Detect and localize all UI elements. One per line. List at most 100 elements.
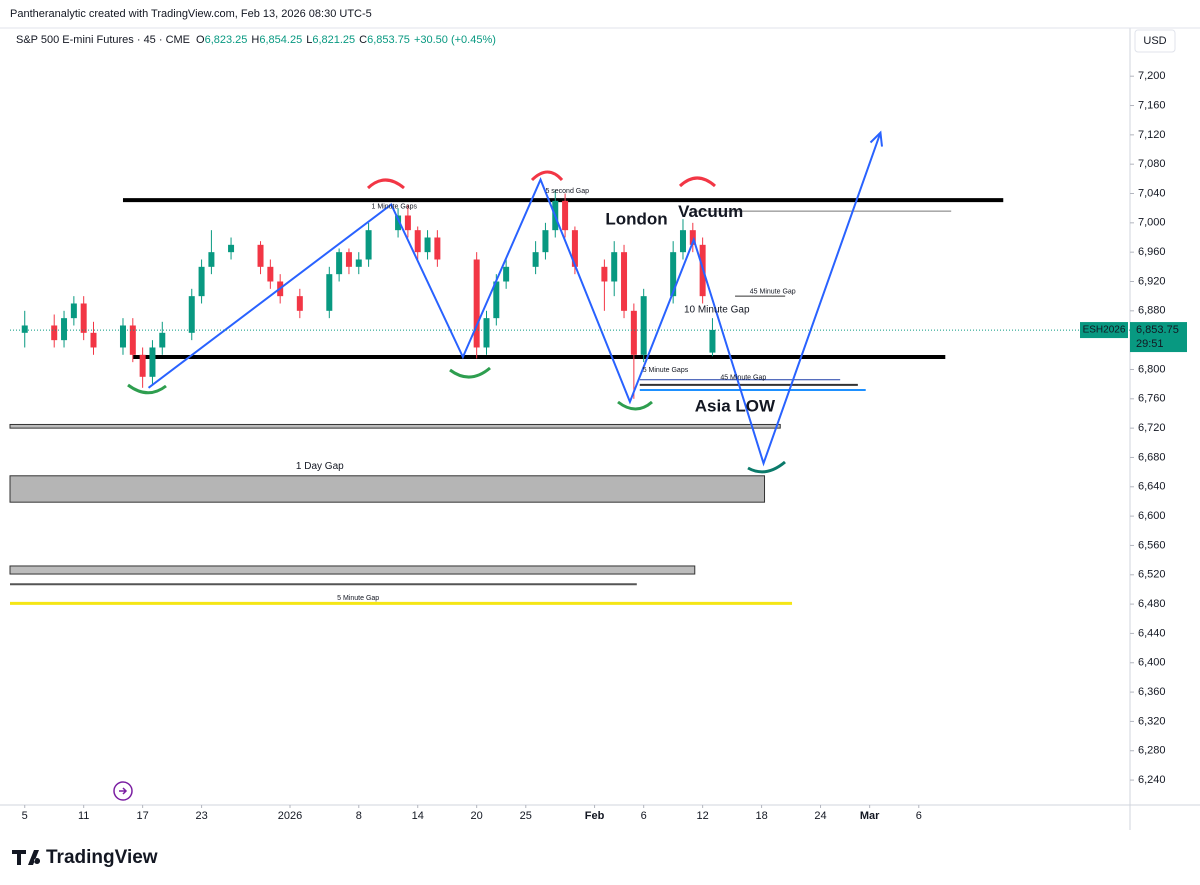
countdown: 29:51 (1136, 338, 1164, 350)
x-tick-label: Feb (585, 810, 605, 822)
candle-body (336, 252, 343, 275)
candle-body (326, 274, 333, 311)
candle-body (532, 252, 539, 267)
candle-body (640, 296, 647, 355)
annotation: 1 Day Gap (296, 461, 344, 472)
symbol-tag: ESH2026 (1083, 325, 1126, 336)
candle-body (139, 354, 146, 377)
plot-area: 1 Day Gap 5 Minute Gap 45 Minute Gap 10 Min… (9, 130, 1004, 605)
y-tick-label: 6,680 (1138, 451, 1166, 463)
y-tick-label: 6,920 (1138, 275, 1166, 287)
currency-button[interactable] (1134, 29, 1176, 53)
y-tick-label: 6,280 (1138, 745, 1166, 757)
annotation: 45 Minute Gap (720, 374, 766, 381)
candle-body (679, 230, 686, 253)
annotation: 45 Minute Gap (750, 289, 796, 296)
candle-body (473, 259, 480, 348)
ohlc-value: 6,823.25 (205, 34, 248, 46)
candle-body (493, 281, 500, 319)
candle-body (503, 266, 510, 282)
candle-body (51, 325, 58, 341)
y-tick-label: 6,440 (1138, 627, 1166, 639)
y-tick-label: 6,240 (1138, 774, 1166, 786)
symbol-legend: S&P 500 E-mini Futures · 45 · CME O6,823.… (16, 34, 496, 46)
candle-body (355, 259, 362, 267)
y-tick-label: 6,320 (1138, 715, 1166, 727)
y-tick-label: 6,720 (1138, 422, 1166, 434)
candle-body (198, 266, 205, 297)
candle-body (188, 296, 195, 333)
x-tick-label: 6 (641, 810, 647, 822)
ohlc-key: C (359, 34, 367, 46)
x-tick-label: 20 (471, 810, 483, 822)
candle-body (424, 237, 431, 253)
x-tick-label: 5 (22, 810, 28, 822)
y-tick-label: 6,640 (1138, 481, 1166, 493)
candle-body (70, 303, 77, 319)
y-tick-label: 6,600 (1138, 510, 1166, 522)
candle-body (395, 215, 402, 231)
y-tick-label: 7,160 (1138, 99, 1166, 111)
candle-body (709, 329, 716, 353)
candle-body (365, 230, 372, 260)
symbol-tag-bg (1080, 322, 1128, 339)
ohlc-key: O (196, 34, 205, 46)
x-tick-label: 8 (356, 810, 362, 822)
symbol: S&P 500 E-mini Futures · 45 · CME (16, 34, 190, 46)
credit: Pantheranalytic created with TradingView… (10, 8, 372, 20)
x-tick-label: 2026 (278, 810, 302, 822)
candle-body (414, 230, 421, 253)
last-price-label: 6,853.75 (1136, 324, 1179, 336)
candle-body (119, 325, 126, 348)
bottom-arc (617, 400, 653, 411)
bottom-arc (449, 366, 491, 379)
candle-body (434, 237, 441, 260)
y-tick-label: 6,560 (1138, 539, 1166, 551)
ohlc-key: H (251, 34, 259, 46)
candle-body (149, 347, 156, 377)
y-tick-label: 6,800 (1138, 363, 1166, 375)
projection-line (147, 132, 882, 467)
candle-body (611, 252, 618, 282)
x-tick-label: 14 (412, 810, 424, 822)
x-tick-label: 17 (137, 810, 149, 822)
candle-body (208, 252, 215, 267)
ohlc-value: 6,854.25 (259, 34, 302, 46)
x-tick-label: 24 (814, 810, 826, 822)
currency[interactable]: USD (1143, 35, 1166, 47)
y-tick-label: 6,480 (1138, 598, 1166, 610)
y-tick-label: 6,760 (1138, 393, 1166, 405)
replay-arrow (119, 787, 128, 795)
top-arc (530, 170, 564, 182)
candle-body (296, 296, 303, 311)
annotation: 5 Minute Gap (337, 595, 379, 602)
candle-body (257, 244, 264, 267)
annotation: 1 Minute Gaps (372, 204, 418, 211)
brand: TradingView (46, 847, 158, 868)
gap-box (9, 423, 781, 429)
candle-body (159, 332, 166, 348)
candle-body (542, 230, 549, 253)
annotation: London (605, 209, 667, 228)
bottom-arc (127, 383, 167, 395)
candle-body (621, 252, 628, 311)
x-tick-label: 25 (520, 810, 532, 822)
x-tick-label: 18 (755, 810, 767, 822)
gap-box (9, 475, 766, 503)
candle-body (562, 200, 569, 231)
candle-body (345, 252, 352, 267)
projection-arrowhead (869, 130, 883, 147)
candle-body (689, 230, 696, 245)
candle-body (228, 244, 235, 253)
annotation: 10 Minute Gap (684, 305, 750, 316)
y-tick-label: 7,120 (1138, 129, 1166, 141)
candle-body (601, 266, 608, 282)
ohlc-value: 6,853.75 (367, 34, 410, 46)
candle-body (630, 310, 637, 355)
candle-body (129, 325, 136, 355)
candle-body (571, 230, 578, 267)
y-tick-label: 6,880 (1138, 305, 1166, 317)
annotation: Vacuum (678, 202, 743, 221)
